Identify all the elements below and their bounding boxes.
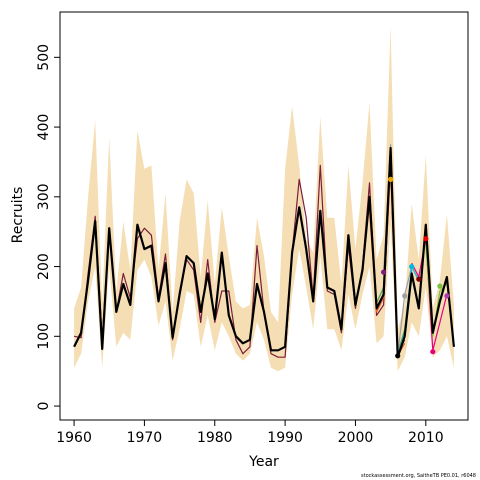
plot-frame <box>59 11 469 421</box>
end-point-5 <box>416 276 422 282</box>
footnote: stockassessment.org, SaitheTB PE0.01, r6… <box>361 473 476 479</box>
end-point-3 <box>402 293 408 299</box>
y-tick-label-300: 300 <box>36 183 52 210</box>
end-point-6 <box>423 236 429 242</box>
end-point-9 <box>444 293 450 299</box>
y-axis: 0 100 200 300 400 500 <box>36 44 60 411</box>
end-point-4 <box>409 264 415 270</box>
y-tick-label-500: 500 <box>36 44 52 71</box>
y-tick-label-200: 200 <box>36 253 52 280</box>
end-points-layer <box>381 176 450 359</box>
x-tick-label-2010: 2010 <box>408 430 444 446</box>
x-tick-label-1970: 1970 <box>127 430 163 446</box>
y-tick-label-400: 400 <box>36 114 52 141</box>
y-tick-label-100: 100 <box>36 323 52 350</box>
end-point-1 <box>388 176 394 182</box>
x-axis: 1960 1970 1980 1990 2000 2010 <box>56 420 444 446</box>
series-layer <box>73 143 455 359</box>
series-line-main <box>73 146 455 359</box>
x-tick-label-1960: 1960 <box>56 430 92 446</box>
x-tick-label-1980: 1980 <box>197 430 233 446</box>
end-point-2 <box>395 353 401 359</box>
end-point-8 <box>437 283 443 289</box>
y-tick-label-0: 0 <box>36 402 52 411</box>
y-axis-title: Recruits <box>10 187 26 244</box>
x-axis-title: Year <box>248 454 279 470</box>
end-point-0 <box>381 269 387 275</box>
x-tick-label-1990: 1990 <box>267 430 303 446</box>
end-point-7 <box>430 349 436 355</box>
x-tick-label-2000: 2000 <box>338 430 374 446</box>
